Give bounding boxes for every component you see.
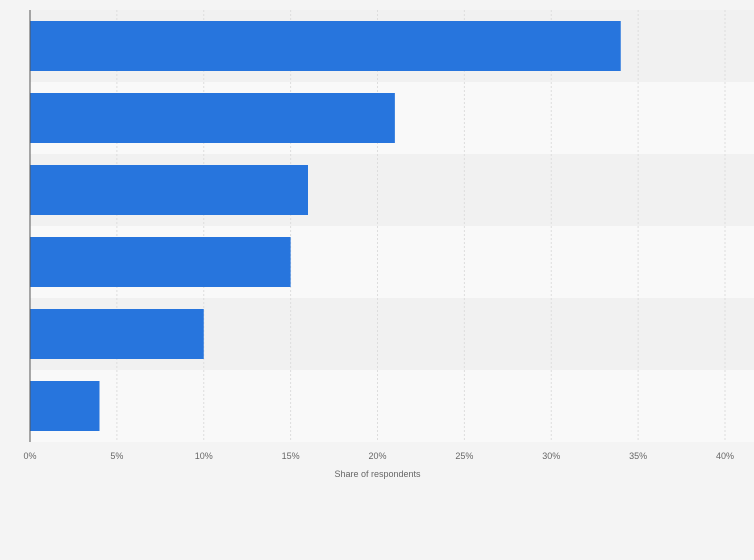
bar — [30, 309, 204, 359]
bar — [30, 21, 621, 71]
x-tick-label: 25% — [455, 451, 473, 461]
x-tick-label: 10% — [195, 451, 213, 461]
x-tick-label: 30% — [542, 451, 560, 461]
x-tick-label: 35% — [629, 451, 647, 461]
bar — [30, 381, 100, 431]
grid-lines — [116, 10, 726, 442]
bar — [30, 237, 291, 287]
x-axis-title: Share of respondents — [334, 469, 421, 479]
x-tick-labels: 0% 5% 10% 15% 20% 25% 30% 35% 40% — [23, 451, 734, 461]
x-tick-label: 20% — [368, 451, 386, 461]
row-band — [30, 370, 754, 442]
x-tick-label: 0% — [23, 451, 36, 461]
bars — [30, 21, 621, 431]
bar — [30, 93, 395, 143]
bar — [30, 165, 308, 215]
x-tick-label: 15% — [282, 451, 300, 461]
row-bands — [30, 10, 754, 442]
x-tick-label: 40% — [716, 451, 734, 461]
x-tick-label: 5% — [110, 451, 123, 461]
